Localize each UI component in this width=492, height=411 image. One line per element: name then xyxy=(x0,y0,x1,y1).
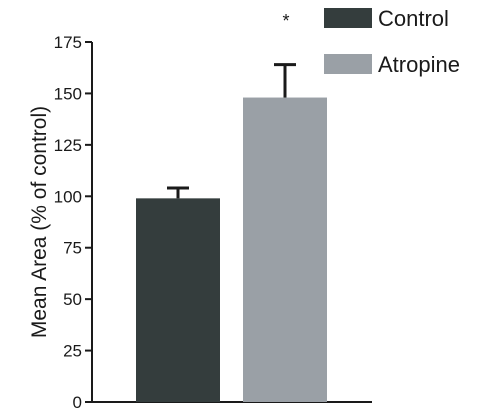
y-tick-label: 150 xyxy=(54,84,82,103)
y-tick-label: 175 xyxy=(54,33,82,52)
y-tick-label: 50 xyxy=(63,290,82,309)
significance-asterisk: * xyxy=(282,11,289,31)
y-tick-label: 75 xyxy=(63,239,82,258)
y-axis: 0 25 50 75 100 125 150 175 xyxy=(54,33,372,411)
y-tick-label: 0 xyxy=(73,393,82,411)
y-axis-title: Mean Area (% of control) xyxy=(28,106,51,338)
legend-swatch-control xyxy=(324,8,372,28)
bar-control xyxy=(136,198,220,402)
bars xyxy=(136,97,327,403)
legend-label-control: Control xyxy=(378,6,449,31)
y-tick-label: 125 xyxy=(54,136,82,155)
legend: Control Atropine xyxy=(324,6,460,77)
error-bars xyxy=(167,63,296,199)
legend-label-atropine: Atropine xyxy=(378,52,460,77)
legend-swatch-atropine xyxy=(324,54,372,74)
y-tick-label: 25 xyxy=(63,342,82,361)
y-tick-label: 100 xyxy=(54,187,82,206)
bar-atropine xyxy=(243,97,327,403)
